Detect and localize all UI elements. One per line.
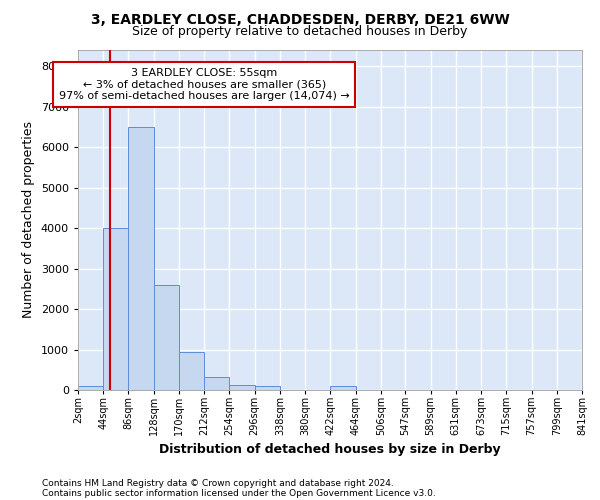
Bar xyxy=(254,386,280,390)
Y-axis label: Number of detached properties: Number of detached properties xyxy=(22,122,35,318)
Text: Contains public sector information licensed under the Open Government Licence v3: Contains public sector information licen… xyxy=(42,488,436,498)
Bar xyxy=(154,285,179,390)
Bar xyxy=(229,384,254,390)
Bar xyxy=(331,386,356,390)
Bar xyxy=(128,127,154,390)
Text: 3, EARDLEY CLOSE, CHADDESDEN, DERBY, DE21 6WW: 3, EARDLEY CLOSE, CHADDESDEN, DERBY, DE2… xyxy=(91,12,509,26)
Text: 3 EARDLEY CLOSE: 55sqm
← 3% of detached houses are smaller (365)
97% of semi-det: 3 EARDLEY CLOSE: 55sqm ← 3% of detached … xyxy=(59,68,350,101)
Bar xyxy=(103,228,128,390)
Bar xyxy=(78,386,103,390)
Text: Size of property relative to detached houses in Derby: Size of property relative to detached ho… xyxy=(133,25,467,38)
Bar xyxy=(179,352,204,390)
X-axis label: Distribution of detached houses by size in Derby: Distribution of detached houses by size … xyxy=(159,444,501,456)
Bar xyxy=(204,377,229,390)
Text: Contains HM Land Registry data © Crown copyright and database right 2024.: Contains HM Land Registry data © Crown c… xyxy=(42,478,394,488)
